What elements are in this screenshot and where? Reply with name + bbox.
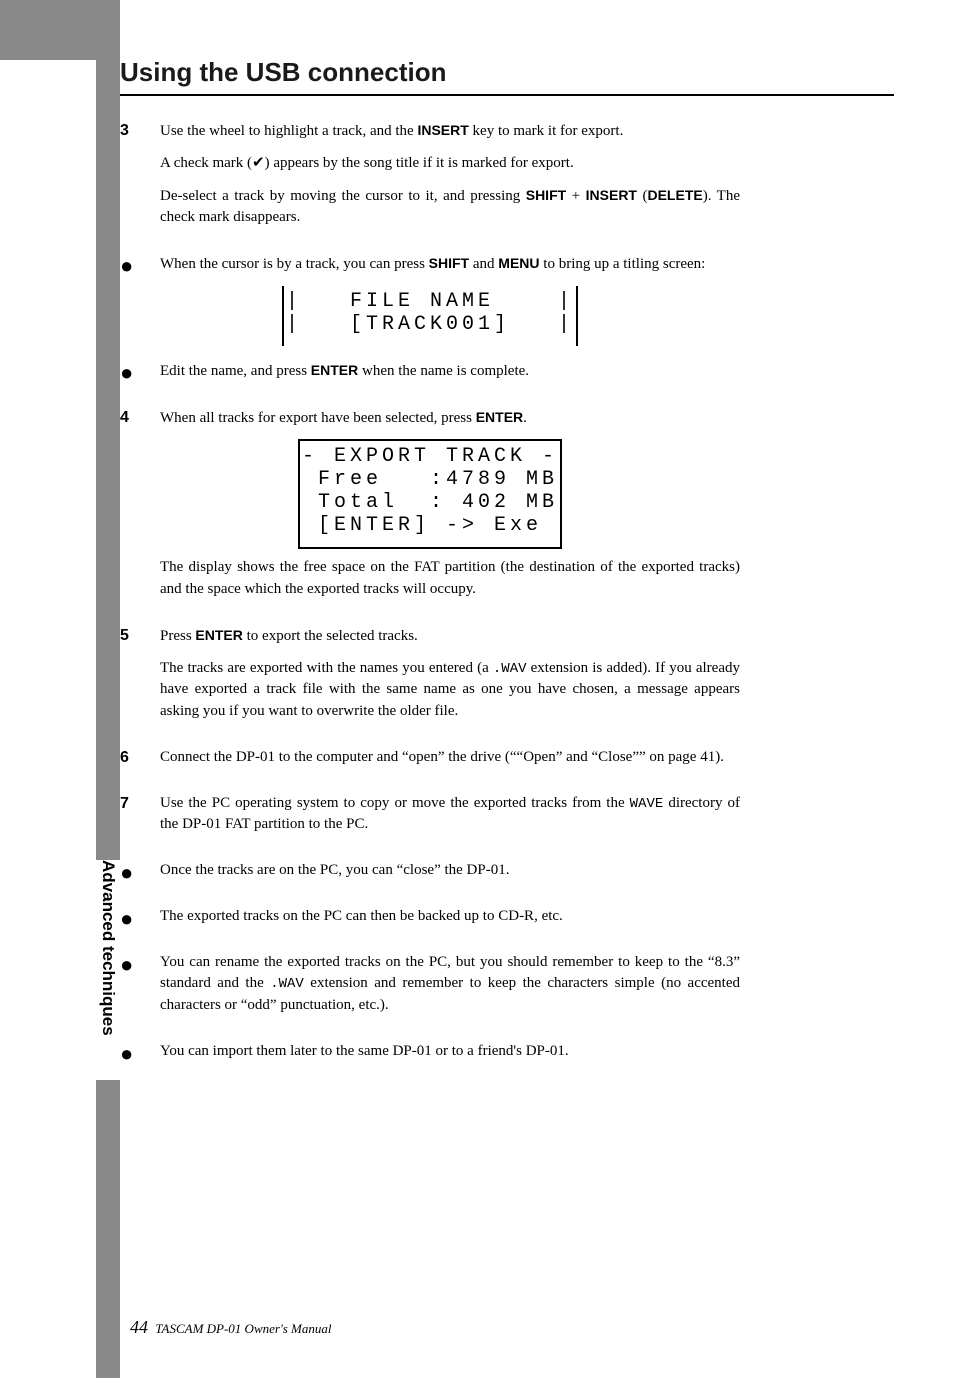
step-paragraph: The exported tracks on the PC can then b… — [160, 906, 740, 928]
step-paragraph: The display shows the free space on the … — [160, 557, 740, 601]
footer-text: TASCAM DP-01 Owner's Manual — [155, 1321, 331, 1336]
section-heading: Using the USB connection — [120, 57, 446, 88]
step-row: ●When the cursor is by a track, you can … — [120, 253, 740, 346]
step-paragraph: A check mark (✔) appears by the song tit… — [160, 153, 740, 175]
step-row: 5Press ENTER to export the selected trac… — [120, 625, 740, 733]
side-tab: Advanced techniques — [96, 860, 122, 1080]
lcd-text: | FILE NAME | | [TRACK001] | — [286, 290, 574, 336]
step-body: Use the wheel to highlight a track, and … — [160, 120, 740, 239]
step-row: ●Edit the name, and press ENTER when the… — [120, 360, 740, 393]
step-row: ●The exported tracks on the PC can then … — [120, 906, 740, 938]
step-paragraph: Use the PC operating system to copy or m… — [160, 793, 740, 837]
step-paragraph: You can import them later to the same DP… — [160, 1041, 740, 1063]
page-number: 44 — [130, 1317, 148, 1337]
step-number: 5 — [120, 625, 160, 733]
bullet-marker: ● — [120, 360, 160, 393]
step-paragraph: Edit the name, and press ENTER when the … — [160, 360, 740, 383]
step-paragraph: Once the tracks are on the PC, you can “… — [160, 860, 740, 882]
main-content: 3Use the wheel to highlight a track, and… — [120, 120, 740, 1087]
step-paragraph: Use the wheel to highlight a track, and … — [160, 120, 740, 143]
step-body: Once the tracks are on the PC, you can “… — [160, 860, 740, 892]
step-row: 6Connect the DP-01 to the computer and “… — [120, 747, 740, 779]
lcd-display: - EXPORT TRACK - Free :4789 MB Total : 4… — [120, 439, 740, 549]
bullet-marker: ● — [120, 952, 160, 1027]
step-paragraph: When all tracks for export have been sel… — [160, 407, 740, 430]
step-body: The exported tracks on the PC can then b… — [160, 906, 740, 938]
page-footer: 44 TASCAM DP-01 Owner's Manual — [130, 1317, 331, 1338]
lcd-display: | FILE NAME | | [TRACK001] | — [120, 286, 740, 346]
step-body: You can rename the exported tracks on th… — [160, 952, 740, 1027]
step-row: ●Once the tracks are on the PC, you can … — [120, 860, 740, 892]
step-paragraph: The tracks are exported with the names y… — [160, 658, 740, 723]
step-paragraph: Connect the DP-01 to the computer and “o… — [160, 747, 740, 769]
bullet-marker: ● — [120, 1041, 160, 1073]
step-body: Edit the name, and press ENTER when the … — [160, 360, 740, 393]
step-paragraph: De-select a track by moving the cursor t… — [160, 185, 740, 230]
step-row: 4When all tracks for export have been se… — [120, 407, 740, 611]
step-body: Use the PC operating system to copy or m… — [160, 793, 740, 847]
lcd-text: - EXPORT TRACK - Free :4789 MB Total : 4… — [302, 445, 558, 537]
bullet-marker: ● — [120, 906, 160, 938]
step-paragraph: When the cursor is by a track, you can p… — [160, 253, 740, 276]
side-tab-label: Advanced techniques — [98, 860, 118, 1036]
step-number: 6 — [120, 747, 160, 779]
top-grey-block — [0, 0, 120, 60]
step-number: 3 — [120, 120, 160, 239]
step-paragraph: Press ENTER to export the selected track… — [160, 625, 740, 648]
step-row: ●You can import them later to the same D… — [120, 1041, 740, 1073]
step-body: When all tracks for export have been sel… — [160, 407, 740, 611]
step-body: Press ENTER to export the selected track… — [160, 625, 740, 733]
left-grey-rail — [96, 60, 120, 1378]
step-body: Connect the DP-01 to the computer and “o… — [160, 747, 740, 779]
step-row: ●You can rename the exported tracks on t… — [120, 952, 740, 1027]
step-number: 7 — [120, 793, 160, 847]
step-row: 3Use the wheel to highlight a track, and… — [120, 120, 740, 239]
step-paragraph: You can rename the exported tracks on th… — [160, 952, 740, 1017]
section-heading-strip: Using the USB connection — [120, 50, 894, 96]
step-body: When the cursor is by a track, you can p… — [160, 253, 740, 346]
step-body: You can import them later to the same DP… — [160, 1041, 740, 1073]
step-row: 7Use the PC operating system to copy or … — [120, 793, 740, 847]
bullet-marker: ● — [120, 860, 160, 892]
